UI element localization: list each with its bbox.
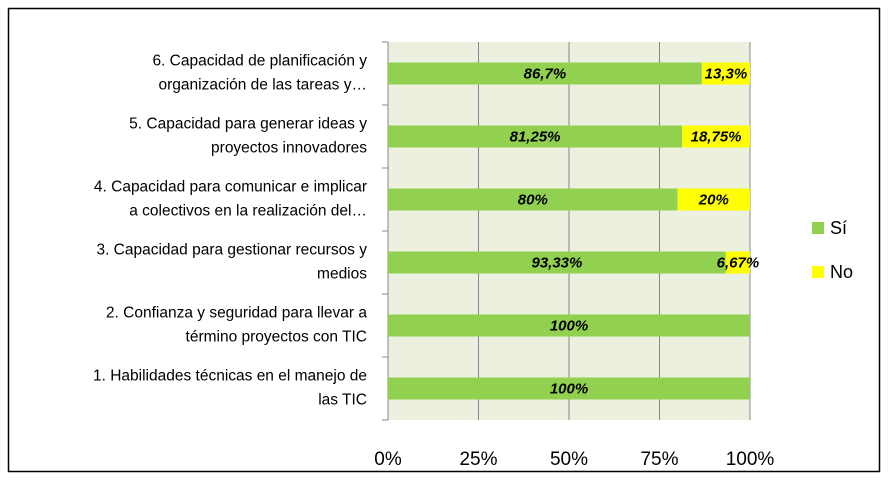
y-tick-label: proyectos innovadores <box>211 140 367 157</box>
legend-label: Sí <box>830 218 847 238</box>
bar-segment <box>388 377 750 400</box>
y-tick-label: término proyectos con TIC <box>186 329 367 346</box>
y-tick-label: medios <box>317 266 367 283</box>
legend-swatch <box>812 266 824 278</box>
data-label: 80% <box>518 191 548 208</box>
bar-segment <box>388 188 678 211</box>
y-tick-label: organización de las tareas y… <box>158 77 367 94</box>
legend-swatch <box>812 222 824 234</box>
x-tick-label: 50% <box>550 449 588 470</box>
x-tick-label: 100% <box>726 449 775 470</box>
y-tick-label: a colectivos en la realización del… <box>129 203 367 220</box>
bar-segment <box>388 125 683 148</box>
bar-segment <box>388 251 726 274</box>
data-label: 6,67% <box>717 254 760 271</box>
y-tick-label: 5. Capacidad para generar ideas y <box>129 116 367 133</box>
data-label: 100% <box>550 317 588 334</box>
bar-segment <box>725 251 750 274</box>
y-tick-label: 1. Habilidades técnicas en el manejo de <box>93 368 367 385</box>
data-label: 13,3% <box>705 65 748 82</box>
bar-segment <box>677 188 750 211</box>
bar-segment <box>388 62 702 85</box>
data-label: 81,25% <box>510 128 561 145</box>
y-tick-label: 4. Capacidad para comunicar e implicar <box>94 179 367 196</box>
bar-segment <box>682 125 750 148</box>
y-tick-label: 3. Capacidad para gestionar recursos y <box>96 242 367 259</box>
y-tick-label: las TIC <box>318 392 367 409</box>
data-label: 20% <box>698 191 729 208</box>
data-label: 18,75% <box>691 128 742 145</box>
x-tick-label: 0% <box>374 449 402 470</box>
data-label: 100% <box>550 380 588 397</box>
bar-segment <box>388 314 750 337</box>
x-tick-label: 25% <box>459 449 497 470</box>
x-tick-label: 75% <box>640 449 678 470</box>
y-tick-label: 2. Confianza y seguridad para llevar a <box>106 305 367 322</box>
bar-segment <box>701 62 750 85</box>
data-label: 86,7% <box>524 65 567 82</box>
y-tick-label: 6. Capacidad de planificación y <box>152 53 367 70</box>
legend-label: No <box>830 262 853 282</box>
data-label: 93,33% <box>531 254 582 271</box>
